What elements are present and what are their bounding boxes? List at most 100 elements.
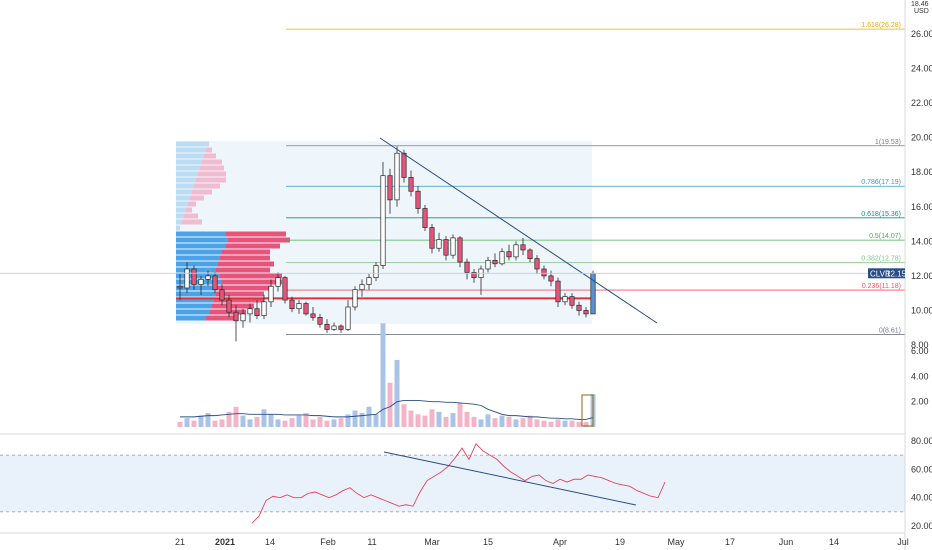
volume-profile-bar (196, 177, 226, 183)
volume-bar (471, 416, 477, 427)
candle-body (275, 277, 281, 287)
volume-profile-bar (184, 213, 198, 219)
volume-profile-bar (214, 297, 264, 303)
price-tick-label: 14.00 (911, 236, 932, 246)
volume-tick-label: 2.00 (911, 397, 929, 407)
time-axis-label: 17 (725, 537, 735, 547)
candle-body (254, 308, 260, 316)
price-scale-unit: USD (914, 8, 929, 15)
fib-level-label: 0.236(11.18) (862, 283, 901, 290)
candle-body (373, 265, 379, 278)
volume-bar (387, 382, 393, 427)
volume-profile-bar (176, 225, 180, 231)
volume-bar (506, 416, 512, 427)
candle-body (352, 289, 358, 308)
time-axis[interactable]: 21 2021 14 Feb 11 Mar 15 Apr 19 May 17 Jun 14 Jul (175, 537, 909, 547)
candle-body (534, 258, 540, 270)
volume-bar (303, 413, 309, 427)
volume-bar (380, 323, 386, 427)
volume-bar (513, 419, 519, 427)
candle-body (296, 303, 302, 310)
candle-body (506, 251, 512, 258)
fib-level-label: 0(8.61) (879, 327, 901, 334)
candle-body (184, 268, 190, 289)
candle-body (548, 275, 554, 282)
volume-bar (499, 415, 505, 427)
candle-body (191, 268, 197, 285)
candle-body (380, 175, 386, 266)
time-axis-label: 14 (829, 537, 839, 547)
time-axis-label: Apr (553, 537, 567, 547)
fib-level-label: 0.382(12.78) (861, 255, 901, 262)
candle-body (436, 239, 442, 249)
rsi-line (251, 443, 666, 524)
fibonacci-retracement[interactable]: 1.618(26.28) 1(19.53) 0.786(17.19) 0.618(15… (286, 22, 905, 335)
volume-highlight-box[interactable] (581, 394, 594, 427)
price-tick-label: 22.00 (911, 98, 932, 108)
volume-profile-bar (220, 255, 270, 261)
volume-profile-bar (176, 141, 209, 147)
volume-bar (324, 420, 330, 427)
volume-bar (401, 404, 407, 427)
fib-level-label: 0.618(15.36) (861, 211, 901, 218)
volume-profile-bar (176, 249, 222, 255)
volume-profile-bar (188, 201, 196, 207)
candle-body (247, 308, 253, 315)
volume-bar (338, 418, 344, 427)
candle-body (457, 237, 463, 263)
rsi-trendline[interactable] (383, 451, 637, 506)
candle-body (268, 285, 274, 303)
candle-body (317, 317, 323, 325)
price-scale-top-value: 18.46 (911, 1, 929, 8)
price-trendline[interactable] (379, 137, 658, 324)
fib-level-label: 1(19.53) (875, 139, 901, 146)
candle-body (205, 275, 211, 280)
volume-profile-bar (176, 171, 198, 177)
volume-bar (240, 415, 246, 427)
candle-body (443, 239, 449, 256)
candle-body (394, 152, 400, 201)
volume-bar (247, 419, 253, 427)
volume-profile-bar (222, 279, 282, 285)
candle-body (450, 237, 456, 256)
volume-moving-average (180, 399, 594, 420)
time-axis-label: 15 (483, 537, 493, 547)
volume-profile-bar (212, 303, 254, 309)
candle-body (282, 277, 288, 301)
volume-profile-bar (176, 291, 216, 297)
volume-bar (443, 416, 449, 427)
rsi-tick-label: 20.00 (911, 521, 932, 531)
time-axis-label: 2021 (215, 537, 235, 547)
rsi-pane[interactable] (0, 443, 905, 524)
volume-profile-bar (226, 243, 280, 249)
volume-bar (415, 414, 421, 427)
candle-body (303, 303, 309, 315)
volume-profile-bar (176, 297, 214, 303)
volume-bar (219, 419, 225, 427)
volume-profile-bar (192, 189, 212, 195)
volume-bar (310, 419, 316, 427)
volume-profile-bar (182, 219, 202, 225)
volume-profile-bar (206, 147, 212, 153)
volume-profile-bar (176, 303, 212, 309)
volume-pane[interactable] (177, 323, 596, 427)
candle-body (212, 275, 218, 291)
price-pane[interactable]: 1.618(26.28) 1(19.53) 0.786(17.19) 0.618(15… (0, 22, 905, 342)
candle-body (226, 299, 232, 313)
candle-body (359, 284, 365, 291)
volume-profile-bar (176, 207, 186, 213)
volume-profile-bar (176, 147, 206, 153)
candle-body (233, 311, 239, 322)
price-tick-label: 20.00 (911, 133, 932, 143)
volume-profile-bar (176, 189, 192, 195)
volume-bar (184, 418, 190, 427)
volume-bar (583, 421, 589, 427)
candle-body (583, 310, 589, 315)
volume-bar (520, 418, 526, 427)
ticker-price-tag[interactable]: CLVR 12.15 (868, 268, 907, 279)
candle-body (527, 249, 533, 259)
time-axis-label: 21 (175, 537, 185, 547)
price-tick-label: 18.00 (911, 167, 932, 177)
candle-body (289, 299, 295, 310)
